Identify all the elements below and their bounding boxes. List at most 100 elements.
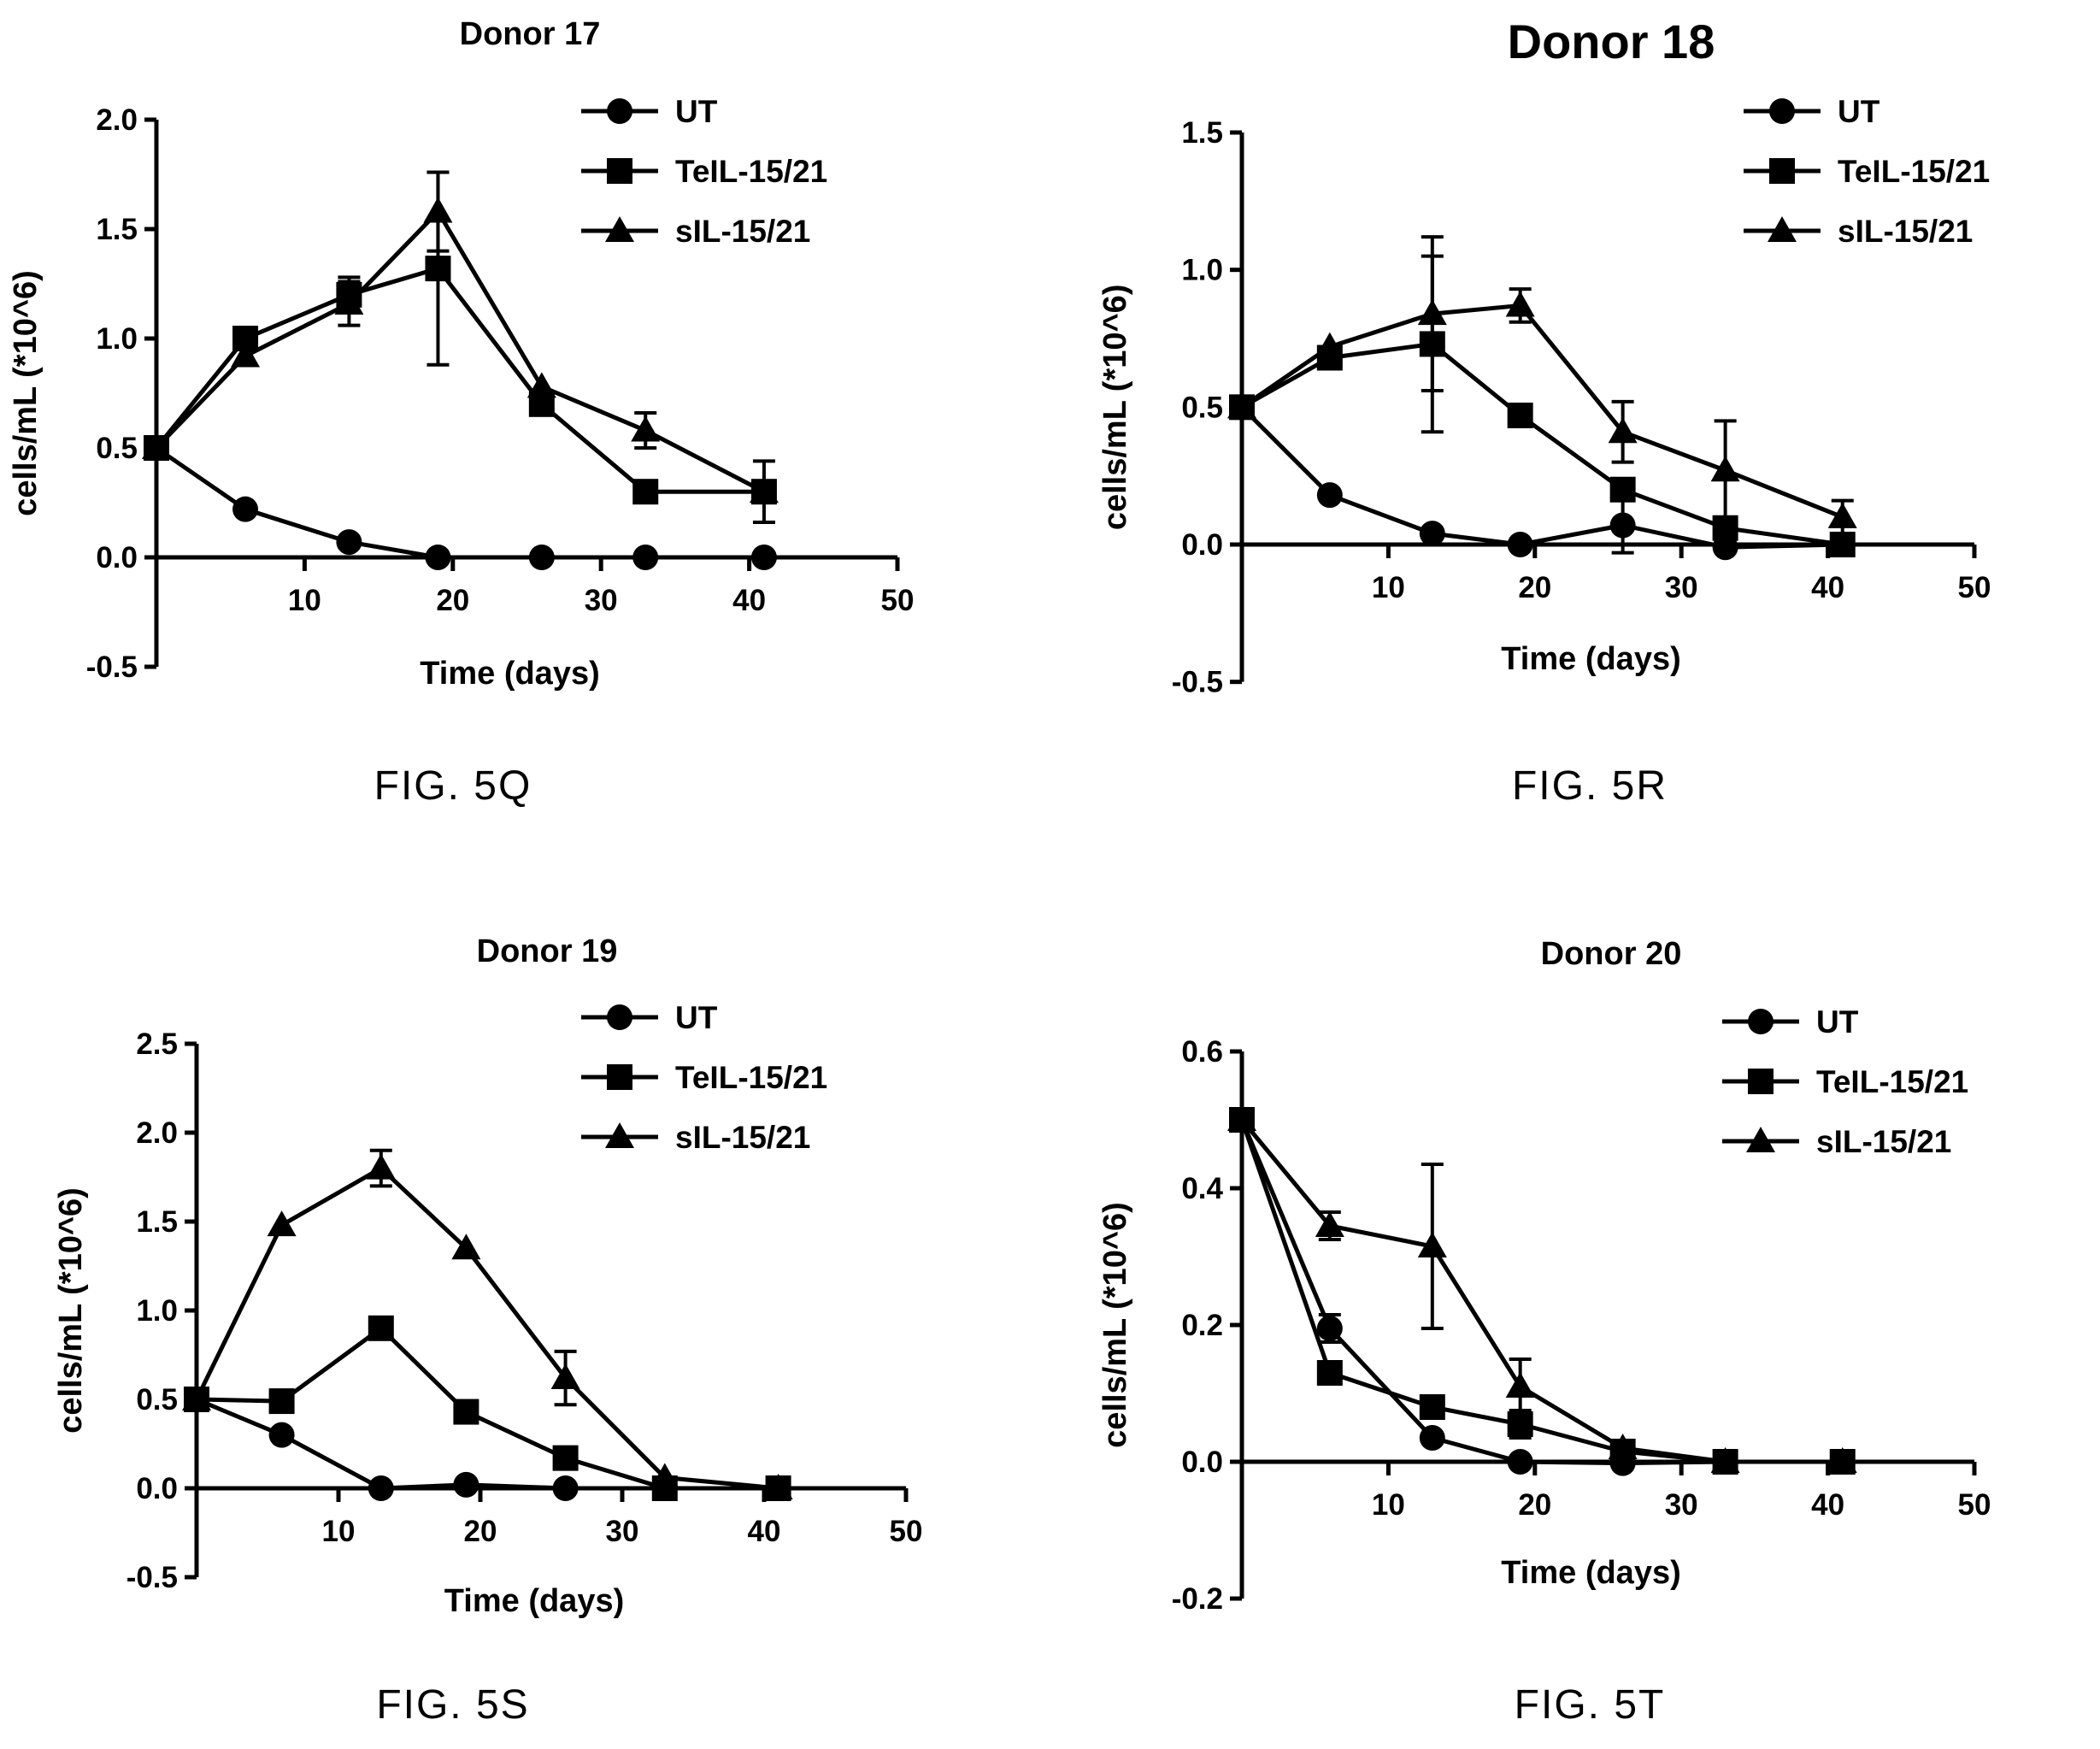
data-point — [231, 341, 261, 368]
data-point — [1505, 1372, 1535, 1398]
data-point — [550, 1363, 580, 1390]
data-point — [425, 545, 451, 570]
data-point — [1417, 1232, 1447, 1257]
x-tick-label: 10 — [1372, 1488, 1405, 1522]
x-tick-label: 50 — [1958, 1488, 1991, 1522]
x-tick-label: 10 — [288, 584, 321, 617]
data-point — [366, 1153, 396, 1180]
legend-label: sIL-15/21 — [675, 1120, 810, 1155]
data-point — [1507, 532, 1533, 557]
data-point — [453, 1399, 479, 1425]
data-point — [1419, 521, 1445, 547]
data-point — [336, 529, 362, 556]
legend-entry: sIL-15/21 — [581, 214, 810, 249]
x-tick-label: 40 — [1811, 571, 1844, 604]
data-point — [268, 1388, 295, 1415]
data-point — [1419, 1394, 1445, 1420]
data-point — [182, 1385, 211, 1410]
y-tick-label: -0.2 — [1172, 1582, 1223, 1616]
y-tick-label: 1.5 — [96, 213, 138, 246]
data-point — [1419, 1425, 1445, 1451]
x-axis-label: Time (days) — [1501, 641, 1680, 677]
legend-marker — [1748, 1009, 1774, 1034]
y-tick-label: 0.0 — [1181, 528, 1223, 562]
figure-caption: FIG. 5T — [1515, 1682, 1666, 1728]
legend-label: TeIL-15/21 — [675, 154, 827, 189]
data-point — [368, 1475, 394, 1501]
data-point — [749, 477, 779, 504]
x-tick-label: 30 — [1665, 571, 1698, 604]
legend-marker — [1748, 1069, 1774, 1094]
data-point — [1507, 402, 1533, 428]
chart-panel-1: Donor 17 -0.5 0.0 0.5 1.0 1.5 2.0 10 20 30 40 50 Tim… — [8, 16, 914, 809]
legend-marker — [607, 1004, 632, 1030]
legend-marker — [1769, 98, 1795, 124]
legend-entry: TeIL-15/21 — [1744, 154, 1990, 189]
data-point — [552, 1475, 579, 1501]
data-point — [1316, 482, 1343, 509]
data-point — [1609, 512, 1636, 539]
y-tick-label: 0.0 — [96, 541, 138, 574]
y-tick-label: 1.5 — [1181, 116, 1223, 150]
y-tick-label: 1.0 — [96, 322, 138, 356]
y-tick-label: 0.4 — [1181, 1172, 1223, 1205]
legend-label: UT — [1816, 1004, 1859, 1039]
data-point — [1315, 332, 1344, 358]
chart-panel-2: Donor 18 -0.5 0.0 0.5 1.0 1.5 10 20 30 40 50 Time (… — [1097, 15, 1991, 809]
series-square — [1229, 254, 1856, 557]
series-line — [1240, 1118, 1843, 1464]
y-axis-label: cells/mL (*10^6) — [1097, 285, 1133, 531]
y-tick-label: 0.5 — [1181, 391, 1223, 424]
data-point — [1316, 1360, 1343, 1386]
y-tick-label: 0.6 — [1181, 1035, 1223, 1069]
legend-entry: UT — [1744, 94, 1880, 129]
data-point — [142, 433, 171, 459]
legend-label: UT — [675, 94, 718, 129]
data-point — [425, 256, 451, 282]
data-point — [334, 289, 364, 315]
y-tick-label: 0.5 — [136, 1383, 178, 1416]
data-point — [267, 1210, 297, 1237]
y-tick-label: 1.0 — [136, 1294, 178, 1328]
data-point — [750, 545, 777, 570]
legend-entry: TeIL-15/21 — [581, 1060, 827, 1095]
legend-entry: UT — [1722, 1004, 1859, 1039]
x-tick-label: 20 — [464, 1515, 497, 1548]
x-tick-label: 20 — [436, 584, 469, 617]
series-circle — [144, 435, 777, 570]
legend-marker — [1769, 158, 1795, 184]
legend-entry: sIL-15/21 — [581, 1120, 810, 1155]
series-square — [184, 1315, 791, 1501]
series-line — [155, 266, 764, 494]
legend-marker — [1746, 1127, 1775, 1152]
data-point — [1827, 502, 1857, 528]
data-point — [763, 1474, 793, 1499]
data-point — [1608, 417, 1638, 444]
series-triangle — [182, 1148, 793, 1499]
x-tick-label: 20 — [1518, 571, 1551, 604]
legend-label: sIL-15/21 — [1816, 1124, 1951, 1159]
x-tick-label: 40 — [748, 1515, 781, 1548]
x-axis-label: Time (days) — [1501, 1555, 1680, 1591]
data-point — [232, 496, 259, 522]
y-tick-label: 2.0 — [136, 1116, 178, 1150]
data-point — [1315, 1211, 1344, 1237]
data-point — [526, 372, 556, 398]
data-point — [1609, 476, 1636, 503]
data-point — [1507, 1449, 1533, 1475]
data-point — [650, 1463, 679, 1489]
y-tick-label: 0.2 — [1181, 1309, 1223, 1342]
data-point — [451, 1234, 481, 1260]
data-point — [1227, 1105, 1256, 1131]
figure-caption: FIG. 5R — [1512, 763, 1668, 809]
legend-label: TeIL-15/21 — [675, 1060, 827, 1095]
y-tick-label: 0.0 — [136, 1472, 178, 1505]
legend-label: UT — [675, 1000, 718, 1035]
data-point — [1827, 1447, 1857, 1473]
x-tick-label: 30 — [585, 584, 618, 617]
data-point — [1417, 299, 1447, 326]
legend-label: TeIL-15/21 — [1816, 1064, 1968, 1099]
y-axis-label: cells/mL (*10^6) — [1097, 1202, 1133, 1448]
series-circle — [1229, 1107, 1856, 1476]
chart-panel-3: Donor 19 -0.5 0.0 0.5 1.0 1.5 2.0 2.5 10 20 30 40 50… — [53, 933, 922, 1728]
